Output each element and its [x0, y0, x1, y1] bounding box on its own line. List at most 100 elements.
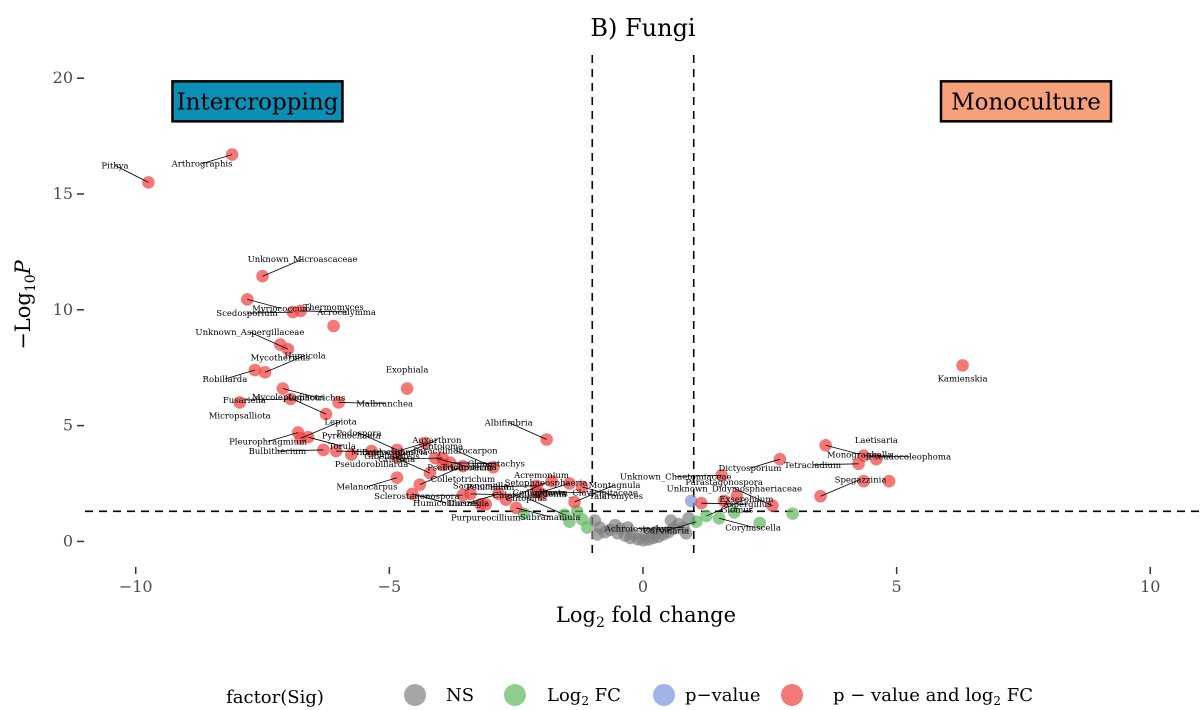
point-label: Arthrographis	[171, 160, 233, 170]
label-leader	[287, 396, 327, 415]
point-label: Talaromyces	[589, 492, 643, 502]
legend-label: p − value and log2 FC	[833, 685, 1033, 708]
point-pfc	[956, 359, 969, 372]
point-label: Auxarthron	[411, 436, 462, 446]
point-label: Paracylindrocarpon	[413, 446, 498, 456]
point-label: Spegazzinia	[835, 475, 887, 485]
label-leader	[508, 422, 547, 440]
point-label: Humicola	[284, 351, 325, 361]
point-label: Myriococcum	[252, 304, 310, 314]
point-label: Unknown_Clavicipitaceae	[527, 489, 638, 499]
point-p	[684, 494, 698, 508]
point-label: Montagnula	[589, 481, 641, 491]
point-pfc	[400, 382, 414, 395]
point-label: Parastagonospora	[685, 478, 763, 488]
point-label: Sagenomella	[453, 481, 509, 491]
point-label: Aspergillus	[722, 500, 771, 510]
point-label: Scedosporium	[216, 309, 277, 319]
point-fc	[753, 516, 766, 530]
point-label: Tetracladium	[784, 461, 841, 471]
point-label: Pyrenochaeta	[322, 432, 381, 442]
label-leader	[574, 484, 615, 503]
label-leader	[516, 507, 551, 518]
annotation-box	[171, 80, 344, 123]
point-label: Kamienskia	[938, 374, 988, 384]
point-label: Mycoleptodiscus	[252, 393, 324, 403]
point-pfc	[317, 443, 330, 457]
point-fc	[728, 506, 741, 519]
y-tick-label: 20	[53, 68, 73, 87]
legend-label: Log2 FC	[547, 685, 621, 708]
point-pfc	[730, 489, 744, 503]
label-leader	[734, 488, 773, 506]
point-ns	[679, 527, 693, 540]
point-pfc	[766, 499, 779, 512]
point-label: Clonostachys	[468, 460, 525, 470]
legend-key-fc	[504, 684, 526, 706]
point-pfc	[436, 458, 449, 472]
point-label: Albifimbria	[484, 419, 533, 429]
point-pfc	[365, 444, 378, 458]
label-leader	[396, 457, 443, 460]
y-tick-label: 15	[53, 184, 73, 203]
point-label: Sclerostagonospora	[374, 492, 460, 502]
point-labels: Pithya Arthrographis Unknown_Microascaceae…	[101, 154, 988, 537]
annotation-text: Monoculture	[951, 89, 1101, 115]
label-leader	[812, 463, 859, 466]
point-pfc	[233, 396, 247, 409]
point-label: Coniochaeta	[513, 489, 567, 499]
point-label: Acrocalymma	[316, 308, 376, 318]
point-label: Penicillium	[467, 483, 515, 493]
point-label: Curvularia	[643, 527, 689, 537]
label-leader	[246, 311, 293, 314]
point-ns	[603, 523, 617, 537]
point-ns	[649, 525, 662, 539]
y-tick-label: 5	[63, 416, 73, 435]
point-pfc	[423, 466, 437, 480]
point-label: Robillarda	[203, 375, 248, 385]
point-label: Pleurophragmium	[229, 438, 307, 448]
point-label: Glomus	[721, 505, 754, 515]
point-label: Dioszegia	[448, 499, 490, 509]
point-pfc	[284, 392, 297, 406]
point-label: Trichoderma	[441, 463, 496, 473]
y-tick-label: 0	[63, 531, 73, 550]
point-ns	[639, 528, 652, 541]
label-leader	[582, 486, 617, 497]
point-label: Achroiostachys	[604, 525, 671, 535]
point-label: Mycothermus	[251, 354, 310, 364]
x-tick-label: 0	[638, 577, 648, 596]
annotation-text: Intercropping	[177, 89, 339, 115]
point-label: Podospora	[336, 429, 381, 439]
point-label: Botryosphaeria	[362, 448, 428, 458]
label-leader	[419, 467, 460, 486]
legend-label: p−value	[685, 685, 761, 706]
x-axis-title: Log2 fold change	[556, 603, 736, 631]
point-label: Torula	[328, 442, 355, 452]
label-leader	[749, 458, 781, 469]
chart-title: B) Fungi	[590, 14, 696, 42]
point-fc	[580, 521, 594, 534]
point-label: Thermomyces	[303, 303, 363, 313]
point-label: Dictyosporium	[719, 464, 782, 474]
point-pfc	[319, 407, 333, 421]
point-label: Edenia	[537, 490, 567, 500]
label-leader	[267, 432, 299, 442]
label-leader	[536, 491, 583, 494]
label-leader	[300, 310, 347, 313]
point-label: Fusariella	[223, 396, 266, 406]
label-leader	[675, 475, 722, 477]
legend-key-pfc	[781, 684, 803, 706]
label-leader	[247, 298, 282, 309]
label-leader	[718, 517, 754, 528]
point-pfc	[857, 474, 870, 488]
label-leader	[336, 450, 383, 453]
point-pfc	[882, 474, 896, 488]
label-leader	[706, 498, 747, 517]
label-leader	[825, 444, 860, 455]
point-label: Bulbithecium	[249, 447, 307, 457]
label-leader	[396, 439, 438, 458]
point-label: Melanocarpus	[336, 483, 397, 493]
annotation-box	[939, 80, 1113, 123]
